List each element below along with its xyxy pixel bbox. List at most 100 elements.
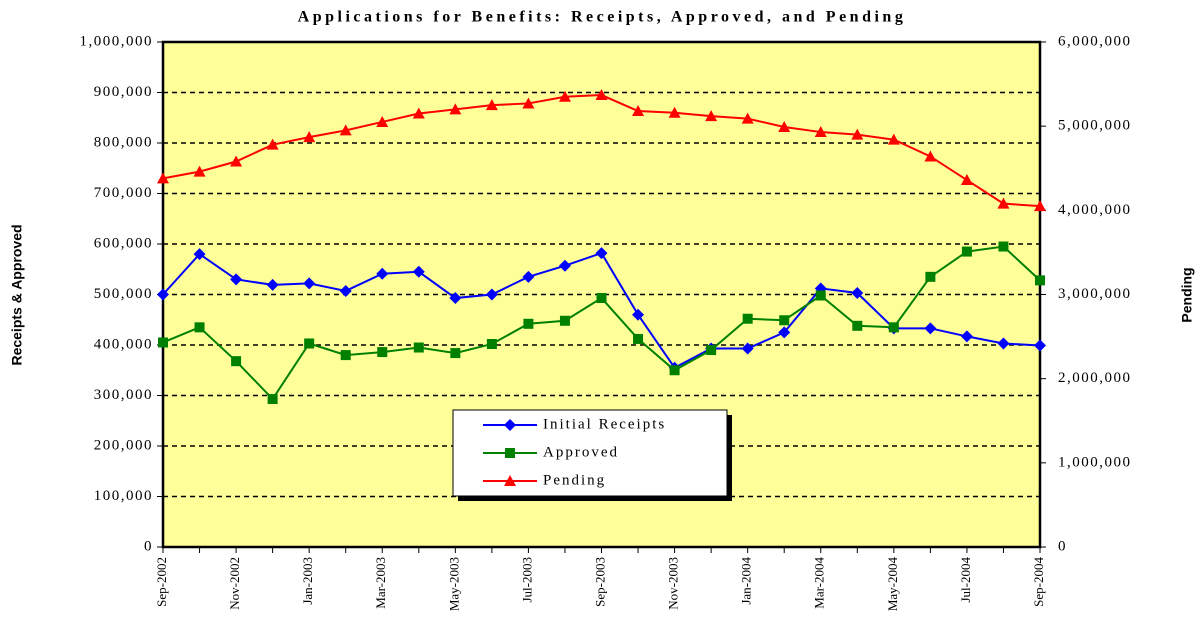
legend-label: Pending [543, 472, 606, 488]
marker [742, 313, 753, 324]
x-tick-label: Jan-2003 [300, 557, 315, 605]
marker [267, 394, 278, 405]
x-tick-label: Sep-2003 [592, 557, 607, 607]
x-tick-label: Mar-2003 [373, 557, 388, 609]
marker [705, 110, 718, 122]
marker [1034, 200, 1046, 212]
marker [158, 337, 168, 348]
x-tick-label: Jul-2003 [519, 557, 534, 603]
marker [706, 345, 717, 356]
marker [1035, 275, 1045, 286]
marker [924, 322, 937, 335]
marker [157, 288, 169, 301]
y-tick-label: 100,000 [94, 488, 153, 504]
marker [413, 342, 424, 353]
marker [504, 419, 516, 431]
marker [558, 259, 571, 272]
marker [376, 115, 389, 127]
marker [194, 322, 205, 333]
legend-label: Approved [543, 444, 619, 460]
y-tick-label: 500,000 [94, 286, 153, 302]
x-tick-label: Sep-2002 [154, 557, 169, 607]
marker [998, 241, 1009, 252]
marker [778, 121, 791, 133]
y-tick-label: 800,000 [94, 134, 153, 150]
marker [412, 107, 425, 119]
y-tick-label: 400,000 [94, 336, 153, 352]
marker [449, 103, 462, 115]
y-tick-label: 600,000 [94, 235, 153, 251]
legend: Initial Receipts Approved Pending [452, 409, 732, 501]
y2-tick-label: 4,000,000 [1058, 202, 1132, 218]
marker [851, 128, 864, 140]
marker [505, 448, 515, 458]
x-tick-label: Nov-2003 [666, 557, 681, 610]
marker [231, 356, 242, 367]
marker [595, 89, 608, 101]
marker [230, 273, 243, 286]
marker [779, 315, 790, 326]
marker [888, 322, 899, 333]
legend-label: Initial Receipts [543, 416, 666, 432]
marker [997, 337, 1010, 350]
marker [339, 124, 352, 136]
marker [193, 248, 206, 261]
marker [266, 278, 279, 291]
marker [522, 270, 535, 283]
y2-tick-label: 6,000,000 [1058, 33, 1132, 49]
marker [1034, 339, 1046, 352]
marker [960, 174, 973, 186]
y2-axis-title: Pending [1179, 267, 1195, 322]
marker [304, 338, 315, 349]
marker [960, 330, 973, 343]
marker [157, 172, 169, 184]
marker [340, 350, 351, 361]
y-tick-label: 1,000,000 [80, 33, 154, 49]
marker [814, 126, 827, 138]
marker [523, 318, 534, 329]
marker [852, 320, 863, 331]
marker [266, 138, 279, 150]
y2-tick-label: 0 [1058, 538, 1067, 554]
marker [193, 165, 206, 177]
marker [504, 475, 516, 486]
marker [486, 338, 497, 349]
marker [887, 133, 900, 145]
marker [485, 288, 498, 301]
marker [376, 267, 389, 280]
marker [339, 284, 352, 297]
marker [778, 326, 791, 339]
marker [559, 315, 570, 326]
marker [669, 365, 680, 376]
marker [997, 197, 1010, 209]
marker [303, 131, 316, 143]
x-tick-label: Nov-2002 [227, 557, 242, 610]
x-tick-label: May-2004 [885, 557, 900, 612]
marker [377, 347, 388, 358]
marker [485, 99, 498, 111]
y2-tick-label: 2,000,000 [1058, 370, 1132, 386]
marker [741, 342, 754, 355]
marker [851, 286, 864, 299]
y-tick-label: 700,000 [94, 185, 153, 201]
y-tick-label: 0 [144, 538, 153, 554]
marker [558, 90, 571, 102]
marker [450, 348, 461, 359]
x-tick-label: Jan-2004 [739, 557, 754, 605]
marker [668, 106, 681, 118]
y-tick-label: 200,000 [94, 437, 153, 453]
x-tick-label: Jul-2004 [958, 557, 973, 603]
y2-tick-label: 3,000,000 [1058, 286, 1132, 302]
y2-tick-label: 1,000,000 [1058, 454, 1132, 470]
marker [924, 150, 937, 162]
marker [633, 333, 644, 344]
y-tick-label: 900,000 [94, 84, 153, 100]
y-tick-label: 300,000 [94, 387, 153, 403]
x-tick-label: Mar-2004 [812, 557, 827, 609]
marker [741, 112, 754, 124]
marker [815, 290, 826, 301]
marker [961, 246, 972, 257]
chart-title: Applications for Benefits: Receipts, App… [298, 9, 907, 26]
marker [522, 97, 535, 109]
